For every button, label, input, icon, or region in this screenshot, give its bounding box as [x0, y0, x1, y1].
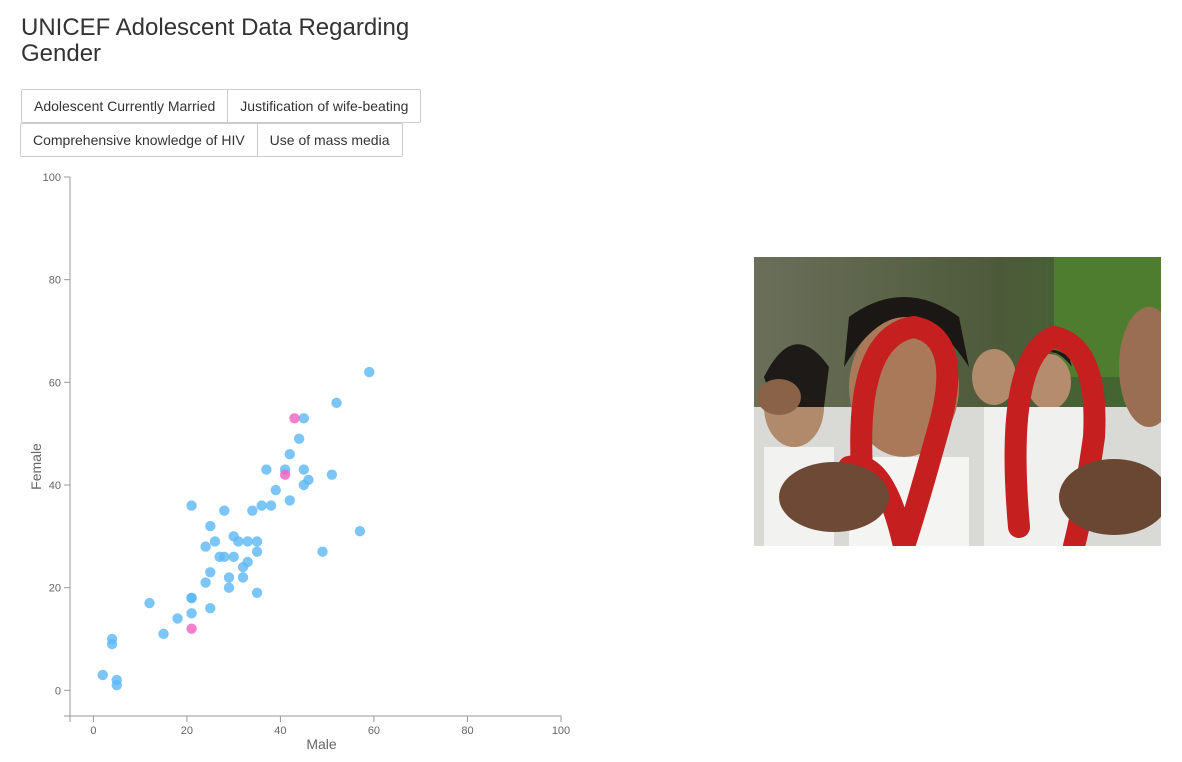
- highlighted-data-point: [186, 623, 197, 634]
- x-tick-label: 100: [552, 725, 570, 737]
- data-point: [261, 464, 272, 475]
- data-point: [237, 572, 249, 583]
- use-of-mass-media-button[interactable]: Use of mass media: [256, 123, 403, 157]
- data-point: [200, 541, 211, 552]
- data-point: [242, 536, 253, 547]
- data-point: [317, 546, 328, 557]
- data-point: [205, 520, 216, 532]
- data-point: [298, 464, 310, 475]
- data-point: [354, 526, 366, 537]
- adolescent-currently-married-button[interactable]: Adolescent Currently Married: [21, 89, 229, 123]
- data-point: [265, 500, 277, 511]
- data-point: [251, 536, 263, 547]
- button-row-1: Adolescent Currently Married Justificati…: [21, 89, 422, 123]
- scatter-chart: 0 20 40 60 80 100 0 20 40 60 80 100 Male Female: [28, 172, 570, 752]
- y-axis: 0 20 40 60 80 100: [43, 172, 71, 717]
- data-point: [223, 572, 235, 583]
- data-point: [172, 613, 183, 624]
- data-point: [144, 597, 155, 609]
- data-point: [284, 449, 295, 460]
- data-point: [303, 474, 314, 486]
- page-title: UNICEF Adolescent Data Regarding Gender: [21, 14, 410, 67]
- data-point: [251, 587, 263, 598]
- x-axis-label: Male: [306, 736, 337, 752]
- highlighted-data-point: [279, 469, 291, 480]
- data-point: [270, 484, 281, 496]
- data-point: [219, 505, 230, 516]
- data-point: [186, 608, 197, 619]
- y-axis-line: [64, 176, 71, 717]
- data-point: [326, 469, 338, 480]
- data-point: [200, 577, 211, 588]
- y-tick-label: 0: [55, 685, 61, 697]
- x-tick-label: 60: [368, 725, 380, 737]
- y-tick-label: 20: [49, 583, 61, 595]
- x-tick-label: 20: [181, 725, 193, 737]
- data-point: [205, 603, 216, 614]
- data-point: [205, 567, 216, 578]
- data-point: [293, 433, 305, 444]
- data-point: [242, 556, 253, 568]
- scatter-points: [97, 366, 375, 691]
- data-point: [158, 628, 169, 640]
- data-point: [209, 536, 221, 547]
- y-axis-label: Female: [28, 443, 44, 490]
- data-point: [251, 546, 263, 557]
- data-point: [298, 413, 310, 424]
- data-point: [284, 495, 295, 506]
- data-point: [256, 500, 267, 511]
- x-tick-label: 40: [274, 725, 286, 737]
- y-tick-label: 80: [49, 275, 61, 287]
- y-tick-label: 40: [49, 480, 61, 492]
- y-tick-label: 100: [43, 172, 61, 184]
- data-point: [106, 633, 118, 645]
- justification-of-wife-beating-button[interactable]: Justification of wife-beating: [227, 89, 422, 123]
- data-point: [97, 669, 108, 681]
- button-row-2: Comprehensive knowledge of HIV Use of ma…: [20, 123, 403, 157]
- data-point: [331, 397, 342, 409]
- x-axis: 0 20 40 60 80 100: [69, 715, 570, 737]
- x-tick-label: 0: [90, 725, 96, 737]
- data-point: [111, 680, 122, 691]
- data-point: [364, 366, 375, 378]
- highlighted-data-point: [289, 413, 300, 424]
- y-tick-label: 60: [49, 377, 61, 389]
- comprehensive-knowledge-of-hiv-button[interactable]: Comprehensive knowledge of HIV: [20, 123, 258, 157]
- data-point: [247, 505, 258, 516]
- data-point: [186, 500, 197, 511]
- data-point: [223, 582, 235, 593]
- x-axis-line: [69, 715, 562, 722]
- data-point: [233, 536, 244, 547]
- photo-students-red-ribbons-image: [754, 257, 1161, 546]
- data-point: [228, 551, 239, 563]
- data-point: [219, 551, 230, 563]
- data-point: [186, 592, 197, 604]
- x-tick-label: 80: [461, 725, 473, 737]
